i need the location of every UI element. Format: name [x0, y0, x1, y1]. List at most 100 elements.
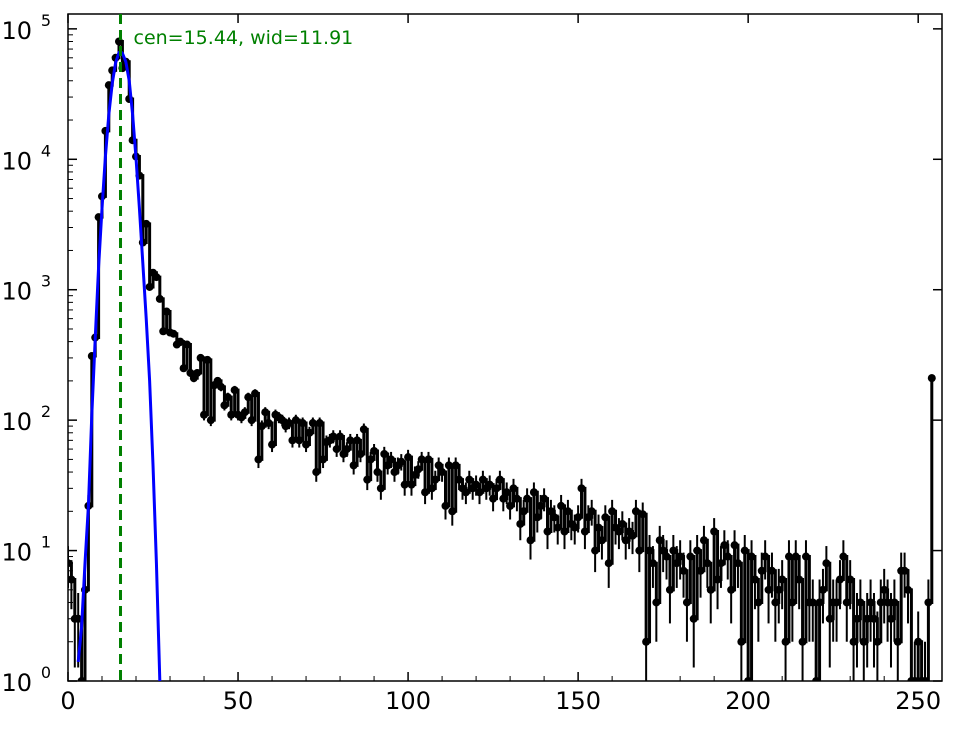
data-point [771, 598, 780, 607]
data-point [723, 552, 732, 561]
data-point [876, 598, 885, 607]
data-point [230, 386, 239, 395]
data-point [608, 507, 617, 516]
data-point [801, 552, 810, 561]
data-point [77, 677, 86, 681]
data-point [788, 598, 797, 607]
data-point [648, 559, 657, 568]
plot-area: cen=15.44, wid=11.91 [67, 13, 943, 682]
data-point [733, 559, 742, 568]
data-point [366, 455, 375, 464]
data-point [665, 585, 674, 594]
y-tick-exponent: 3 [41, 272, 51, 291]
data-point [145, 282, 154, 291]
x-tick-label: 200 [725, 687, 771, 715]
data-point [920, 677, 929, 681]
data-point [662, 552, 671, 561]
data-point [155, 294, 164, 303]
data-point [489, 494, 498, 503]
data-point [604, 559, 613, 568]
y-tick-base: 10 [1, 278, 32, 306]
x-tick-label: 100 [385, 687, 431, 715]
data-point [461, 488, 470, 497]
data-point [676, 552, 685, 561]
y-tick-label: 10 [1, 17, 32, 45]
data-point [169, 329, 178, 338]
data-point [699, 536, 708, 545]
x-tick-label: 250 [895, 687, 941, 715]
data-point [682, 598, 691, 607]
data-point [200, 410, 209, 419]
data-point [570, 523, 579, 532]
data-point [152, 273, 161, 282]
data-point [880, 585, 889, 594]
data-point [499, 494, 508, 503]
data-point [740, 546, 749, 555]
data-point [533, 513, 542, 522]
data-point [798, 637, 807, 646]
data-point [387, 455, 396, 464]
data-point [927, 374, 936, 383]
data-point [601, 513, 610, 522]
data-point [761, 552, 770, 561]
data-point [183, 340, 192, 349]
data-point [672, 559, 681, 568]
data-point [849, 637, 858, 646]
data-point [509, 484, 518, 493]
data-point [693, 546, 702, 555]
data-point [329, 432, 338, 441]
data-markers [68, 37, 936, 681]
data-point [220, 401, 229, 410]
data-point [203, 355, 212, 364]
data-point [846, 575, 855, 584]
y-tick-exponent: 5 [41, 11, 51, 30]
y-tick-base: 10 [1, 17, 32, 45]
data-point [315, 419, 324, 428]
data-point [448, 507, 457, 516]
data-point [781, 637, 790, 646]
data-point [523, 494, 532, 503]
data-point [747, 552, 756, 561]
data-point [176, 337, 185, 346]
data-point [305, 428, 314, 437]
data-point [866, 598, 875, 607]
data-point [506, 501, 515, 510]
data-point [903, 585, 912, 594]
data-point [529, 488, 538, 497]
data-point [577, 484, 586, 493]
data-point [526, 536, 535, 545]
data-point [319, 455, 328, 464]
data-point [332, 445, 341, 454]
data-point [390, 468, 399, 477]
annotation-label: cen=15.44, wid=11.91 [134, 27, 354, 49]
data-point [795, 575, 804, 584]
data-point [703, 559, 712, 568]
data-point [74, 614, 83, 623]
data-point [421, 488, 430, 497]
data-point [495, 475, 504, 484]
data-point [686, 552, 695, 561]
data-point [910, 677, 919, 681]
y-tick-base: 10 [1, 408, 32, 436]
data-point [475, 488, 484, 497]
data-point [268, 440, 277, 449]
data-point [720, 541, 729, 550]
data-point [757, 566, 766, 575]
data-point [227, 410, 236, 419]
data-point [852, 614, 861, 623]
y-tick-exponent: 1 [41, 533, 51, 552]
data-point [655, 536, 664, 545]
data-point [353, 436, 362, 445]
data-point [642, 637, 651, 646]
data-point [557, 501, 566, 510]
data-point [417, 455, 426, 464]
data-point [485, 480, 494, 489]
data-point [254, 455, 263, 464]
x-tick-label: 50 [223, 687, 254, 715]
data-point [560, 527, 569, 536]
data-point [142, 219, 151, 228]
data-point [767, 566, 776, 575]
data-point [784, 552, 793, 561]
